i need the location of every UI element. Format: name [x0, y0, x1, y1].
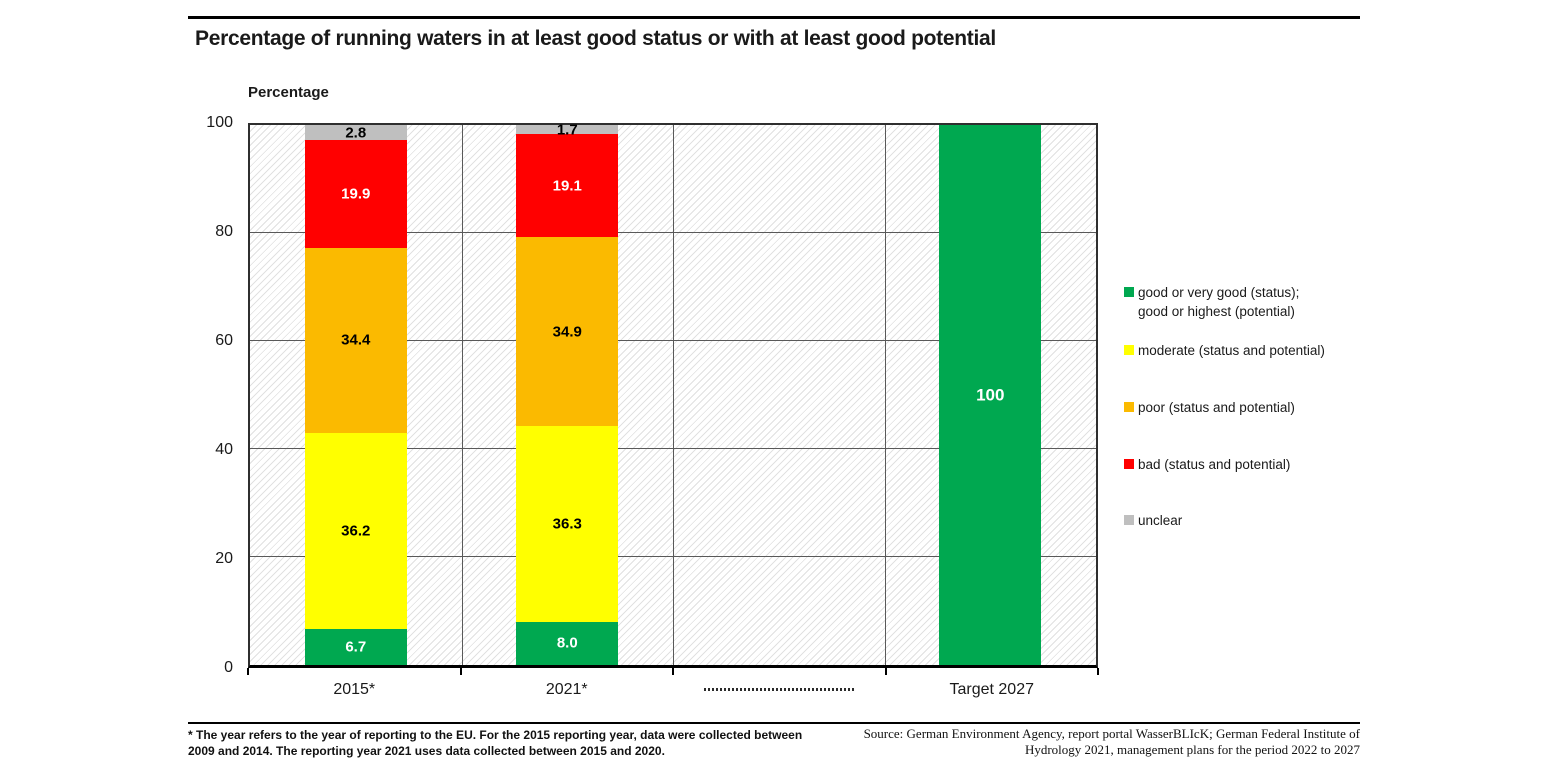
y-tick-label: 100	[206, 114, 233, 131]
y-tick-label: 40	[215, 441, 233, 458]
bar-segment-moderate: 36.2	[304, 433, 407, 629]
bar-2021-: 8.0 36.3 34.9 19.1 1.7	[516, 121, 619, 665]
bar-segment-bad: 19.9	[304, 140, 407, 248]
legend-label-line: good or highest (potential)	[1138, 304, 1295, 319]
y-tick-label: 0	[224, 659, 233, 676]
footnote-divider	[188, 722, 1360, 724]
legend-label-line: good or very good (status);	[1138, 285, 1300, 300]
x-tick-mark	[672, 668, 674, 675]
bar-segment-unclear: 2.8	[304, 124, 407, 142]
y-tick-label: 20	[215, 550, 233, 567]
source-note: Source: German Environment Agency, repor…	[790, 726, 1360, 758]
y-axis-title: Percentage	[248, 84, 329, 101]
bar-segment-moderate: 36.3	[516, 425, 619, 622]
legend-label: good or very good (status); good or highe…	[1138, 283, 1299, 321]
legend-swatch-poor	[1124, 402, 1134, 412]
legend-label-line: poor (status and potential)	[1138, 400, 1295, 415]
gridline-vertical	[673, 125, 674, 665]
footnote-line: * The year refers to the year of reporti…	[188, 728, 803, 742]
gridline-vertical	[884, 125, 886, 665]
source-line: Source: German Environment Agency, repor…	[863, 726, 1360, 741]
x-axis-labels: 2015* 2021* Target 2027	[248, 681, 1098, 711]
bar-value-label: 34.4	[341, 331, 371, 349]
top-rule	[188, 16, 1360, 19]
legend-label-line: bad (status and potential)	[1138, 457, 1291, 472]
legend-swatch-unclear	[1124, 515, 1134, 525]
chart-title: Percentage of running waters in at least…	[195, 27, 996, 50]
bar-value-label: 100	[976, 385, 1005, 405]
legend-label: bad (status and potential)	[1138, 455, 1290, 474]
bar-value-label: 8.0	[556, 634, 578, 652]
footnote-line: 2009 and 2014. The reporting year 2021 u…	[188, 744, 665, 758]
legend-label: moderate (status and potential)	[1138, 341, 1325, 360]
legend-swatch-moderate	[1124, 345, 1134, 355]
y-tick-label: 60	[215, 332, 233, 349]
x-tick-mark	[459, 668, 462, 675]
x-axis-ticks	[247, 668, 1099, 675]
y-tick-label: 80	[215, 223, 233, 240]
legend-label: unclear	[1138, 511, 1182, 530]
footnote-asterisk: * The year refers to the year of reporti…	[188, 727, 802, 759]
legend-label-line: moderate (status and potential)	[1138, 343, 1325, 358]
x-category-label: 2021*	[545, 681, 588, 698]
bar-value-label: 19.1	[552, 177, 582, 195]
bar-value-label: 19.9	[341, 185, 371, 203]
legend-item-poor: poor (status and potential)	[1124, 398, 1295, 417]
plot-area: 6.7 36.2 34.4 19.9 2.8 8.0 36.3 34.9 19.1 1.7 100	[248, 121, 1098, 668]
bar-value-label: 36.3	[552, 515, 582, 533]
bar-value-label: 1.7	[556, 121, 578, 139]
legend-label: poor (status and potential)	[1138, 398, 1295, 417]
bar-segment-poor: 34.4	[304, 247, 407, 434]
bar-value-label: 36.2	[341, 522, 371, 540]
legend-label-line: unclear	[1138, 513, 1183, 528]
legend-swatch-bad	[1124, 459, 1134, 469]
x-tick-mark	[247, 668, 249, 675]
legend-item-good: good or very good (status); good or highe…	[1124, 283, 1299, 321]
bar-segment-unclear: 1.7	[516, 121, 619, 139]
legend-item-moderate: moderate (status and potential)	[1124, 341, 1325, 360]
bar-target-2027: 100	[939, 125, 1042, 665]
bar-value-label: 34.9	[552, 323, 582, 341]
bar-segment-good: 8.0	[516, 621, 619, 665]
bar-segment-poor: 34.9	[516, 237, 619, 426]
gridline-vertical	[461, 125, 463, 665]
x-tick-mark	[884, 668, 887, 675]
bar-segment-good: 6.7	[304, 628, 407, 665]
legend-item-unclear: unclear	[1124, 511, 1182, 530]
bar-value-label: 6.7	[345, 638, 367, 656]
bar-segment-good: 100	[939, 125, 1042, 665]
bar-segment-bad: 19.1	[516, 134, 619, 238]
x-tick-mark	[1097, 668, 1099, 675]
x-category-label: 2015*	[333, 681, 376, 698]
legend-item-bad: bad (status and potential)	[1124, 455, 1290, 474]
bar-value-label: 2.8	[345, 124, 367, 142]
x-category-label: Target 2027	[949, 681, 1034, 698]
bar-2015-: 6.7 36.2 34.4 19.9 2.8	[304, 124, 407, 665]
legend-swatch-good	[1124, 287, 1134, 297]
omitted-period-dots	[704, 688, 855, 691]
source-line: Hydrology 2021, management plans for the…	[1024, 742, 1360, 757]
